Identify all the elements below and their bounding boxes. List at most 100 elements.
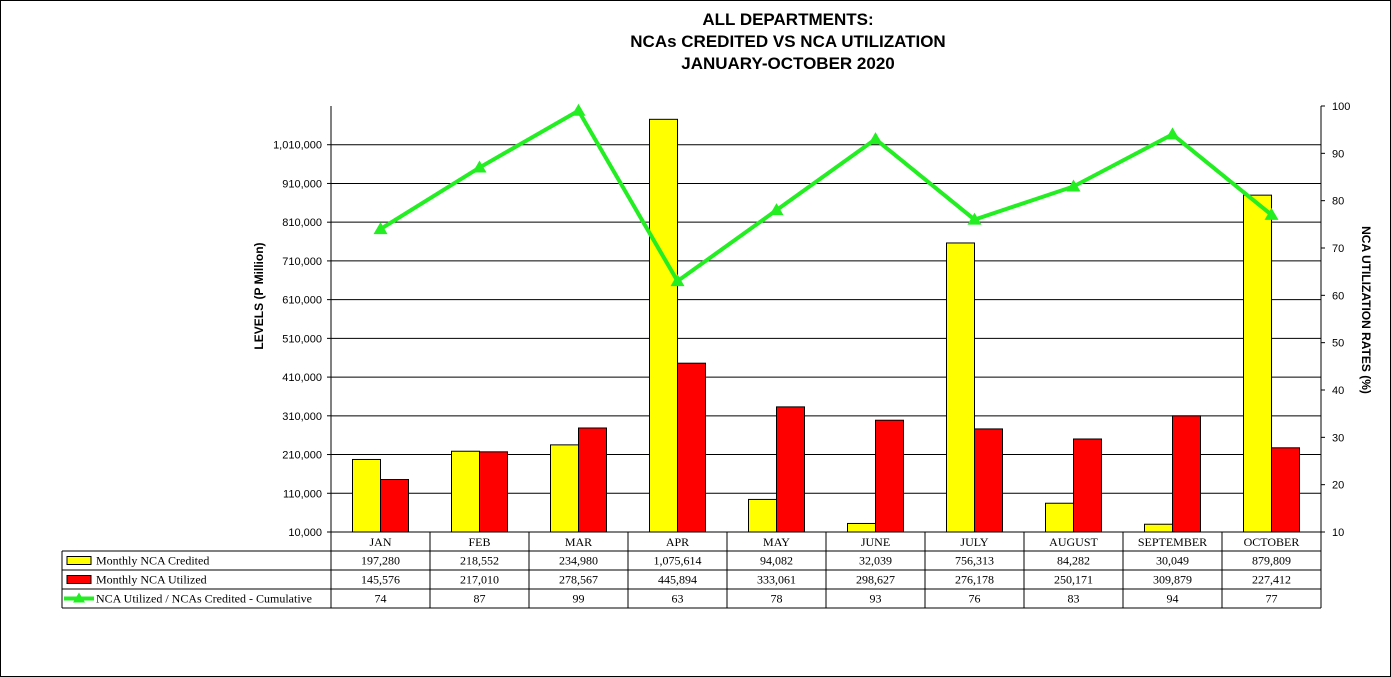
bar-nca-utilized: [974, 428, 1003, 533]
table-cell: 32,039: [859, 554, 892, 568]
category-label: JUNE: [861, 535, 890, 549]
table-cell: 197,280: [361, 554, 400, 568]
table-cell: 77: [1266, 592, 1278, 606]
y2-tick-label: 70: [1332, 243, 1344, 255]
table-cell: 83: [1068, 592, 1080, 606]
bar-nca-credited: [1243, 194, 1272, 533]
y-tick-label: 510,000: [282, 333, 322, 345]
y2-tick-label: 10: [1332, 527, 1344, 539]
legend-key: [66, 556, 92, 565]
y2-tick-label: 30: [1332, 432, 1344, 444]
category-label: SEPTEMBER: [1138, 535, 1207, 549]
y-tick-label: 210,000: [282, 450, 322, 462]
utilization-rate-line: [379, 108, 1273, 285]
table-cell: 78: [771, 592, 783, 606]
bar-nca-utilized: [578, 427, 607, 533]
y2-tick-label: 40: [1332, 385, 1344, 397]
y-tick-label: 10,000: [288, 527, 322, 539]
table-cell: 63: [672, 592, 684, 606]
bar-nca-credited: [1045, 502, 1074, 533]
bar-nca-utilized: [776, 406, 805, 533]
bar-nca-utilized: [1073, 438, 1102, 533]
bar-nca-credited: [748, 498, 777, 533]
y2-tick-label: 100: [1332, 101, 1350, 113]
category-label: OCTOBER: [1244, 535, 1300, 549]
y2-tick-label: 90: [1332, 148, 1344, 160]
y-tick-label: 110,000: [283, 488, 322, 500]
utilization-rate-marker: [1165, 127, 1180, 140]
y-tick-label: 1,010,000: [273, 140, 322, 152]
table-cell: 93: [870, 592, 882, 606]
utilization-rate-marker: [868, 132, 883, 145]
table-cell: 879,809: [1252, 554, 1291, 568]
y-tick-label: 410,000: [282, 372, 322, 384]
table-cell: 94: [1167, 592, 1179, 606]
bar-nca-credited: [1144, 523, 1173, 533]
table-cell: 298,627: [856, 573, 895, 587]
category-label: APR: [666, 535, 689, 549]
y2-axis-title: NCA UTILIZATION RATES (%): [1359, 226, 1373, 394]
y-tick-label: 710,000: [282, 256, 322, 268]
y-tick-label: 610,000: [282, 295, 322, 307]
legend-label: NCA Utilized / NCAs Credited - Cumulativ…: [96, 592, 312, 606]
utilization-rate-marker: [373, 222, 388, 235]
y2-tick-label: 60: [1332, 290, 1344, 302]
legend-key-marker: [73, 592, 85, 603]
bar-nca-credited: [550, 444, 579, 533]
y-tick-label: 910,000: [282, 178, 322, 190]
category-label: FEB: [468, 535, 490, 549]
legend-label: Monthly NCA Credited: [96, 554, 209, 568]
bar-nca-utilized: [479, 451, 508, 533]
table-cell: 99: [573, 592, 585, 606]
bar-nca-credited: [352, 458, 381, 533]
utilization-rate-marker: [769, 203, 784, 216]
table-cell: 333,061: [757, 573, 796, 587]
utilization-rate-marker: [670, 274, 685, 287]
bar-nca-utilized: [1271, 447, 1300, 533]
utilization-rate-marker: [571, 103, 586, 116]
bar-nca-credited: [946, 242, 975, 533]
bar-nca-credited: [649, 118, 678, 533]
bar-nca-credited: [847, 522, 876, 533]
utilization-rate-marker: [1066, 179, 1081, 192]
table-cell: 445,894: [658, 573, 697, 587]
table-cell: 74: [375, 592, 387, 606]
table-cell: 276,178: [955, 573, 994, 587]
bar-nca-credited: [451, 450, 480, 533]
table-cell: 227,412: [1252, 573, 1291, 587]
table-cell: 87: [474, 592, 486, 606]
category-label: MAY: [763, 535, 790, 549]
legend-label: Monthly NCA Utilized: [96, 573, 207, 587]
table-cell: 218,552: [460, 554, 499, 568]
y2-tick-label: 50: [1332, 338, 1344, 350]
bar-nca-utilized: [1172, 415, 1201, 533]
bar-nca-utilized: [875, 419, 904, 533]
table-cell: 217,010: [460, 573, 499, 587]
y-tick-label: 310,000: [282, 411, 322, 423]
table-cell: 234,980: [559, 554, 598, 568]
legend-key: [66, 575, 92, 584]
table-cell: 84,282: [1057, 554, 1090, 568]
table-cell: 309,879: [1153, 573, 1192, 587]
table-cell: 756,313: [955, 554, 994, 568]
utilization-rate-marker: [472, 160, 487, 173]
utilization-rate-marker: [967, 212, 982, 225]
table-cell: 30,049: [1156, 554, 1189, 568]
chart-title-line-2: NCAs CREDITED VS NCA UTILIZATION: [630, 32, 946, 51]
table-cell: 76: [969, 592, 981, 606]
table-cell: 250,171: [1054, 573, 1093, 587]
table-cell: 94,082: [760, 554, 793, 568]
category-label: AUGUST: [1049, 535, 1098, 549]
y-tick-label: 810,000: [282, 217, 322, 229]
y2-tick-label: 20: [1332, 480, 1344, 492]
category-label: MAR: [565, 535, 592, 549]
table-cell: 278,567: [559, 573, 598, 587]
table-cell: 1,075,614: [654, 554, 702, 568]
bar-nca-utilized: [677, 362, 706, 533]
chart-title-line-1: ALL DEPARTMENTS:: [702, 10, 874, 29]
category-label: JULY: [960, 535, 988, 549]
y-axis-title: LEVELS (P Million): [252, 242, 266, 349]
chart-title-line-3: JANUARY-OCTOBER 2020: [681, 54, 895, 73]
y2-tick-label: 80: [1332, 196, 1344, 208]
